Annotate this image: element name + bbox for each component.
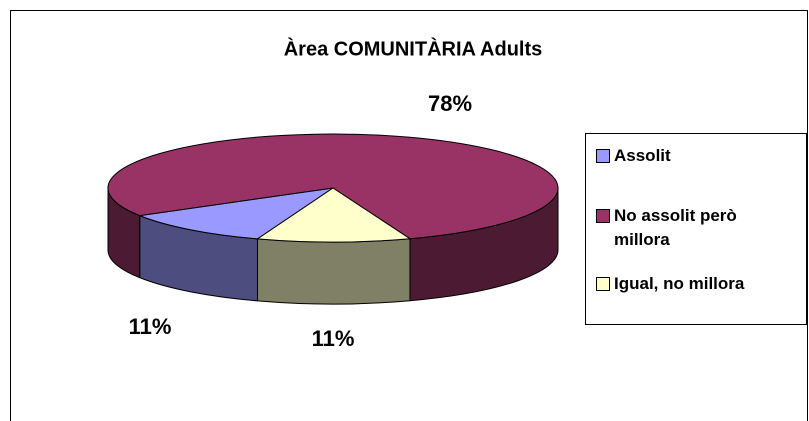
data-label: 78% xyxy=(428,91,472,116)
data-label: 11% xyxy=(312,326,355,351)
legend-label: Igual, no millora xyxy=(614,274,745,293)
pie-slice xyxy=(137,187,334,240)
legend-swatch xyxy=(596,149,610,163)
pie-slice xyxy=(256,187,412,243)
legend-item: Igual, no millora xyxy=(596,272,794,296)
legend-label: Assolit xyxy=(614,146,671,165)
legend-item: No assolit però millora xyxy=(596,204,794,252)
chart-title: Àrea COMUNITÀRIA Adults xyxy=(284,37,543,60)
data-label: 11% xyxy=(129,314,172,339)
legend-item: Assolit xyxy=(596,144,794,168)
legend: Assolit No assolit però millora Igual, no … xyxy=(585,133,807,325)
pie-slice xyxy=(107,133,559,240)
chart-border xyxy=(10,10,808,421)
legend-swatch xyxy=(596,209,610,223)
legend-label: No assolit però millora xyxy=(614,206,737,249)
pie-side xyxy=(257,238,411,305)
legend-swatch xyxy=(596,277,610,291)
